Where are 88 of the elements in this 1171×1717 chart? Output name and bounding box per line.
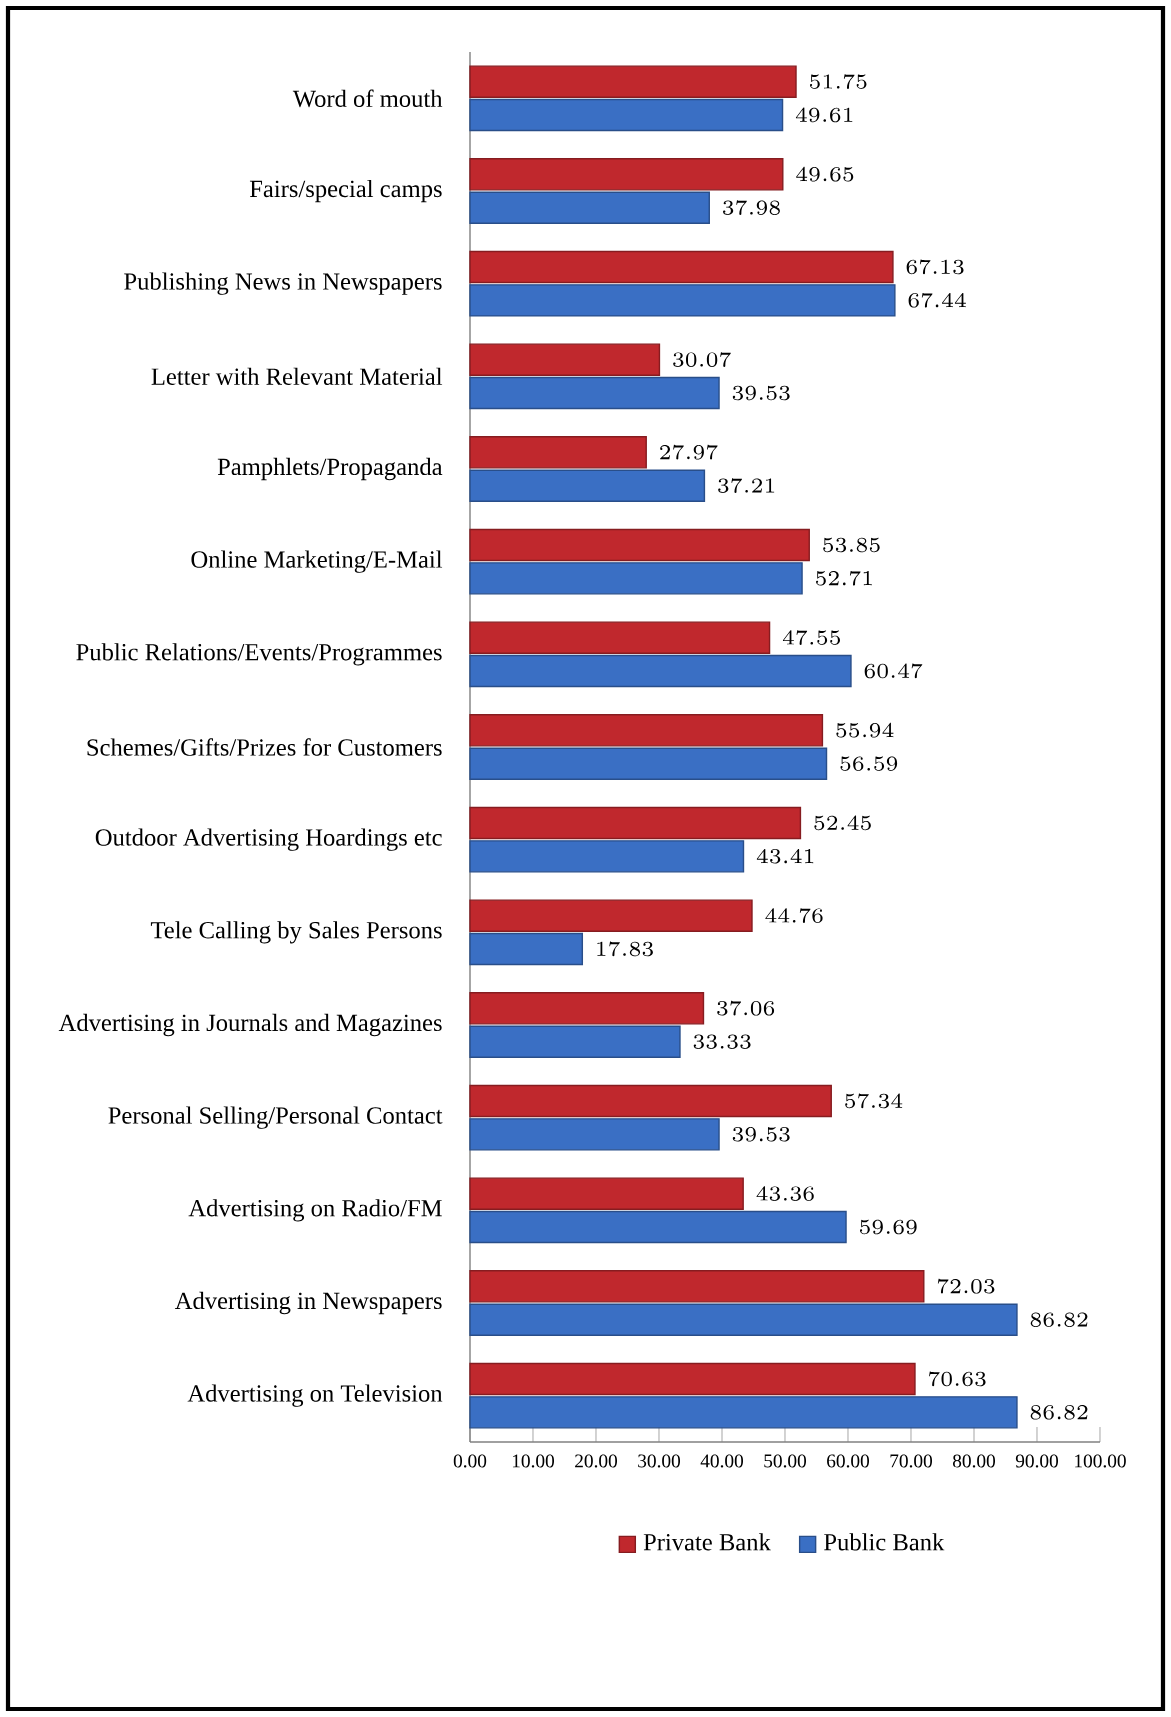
bar [469,562,803,595]
bar [469,1177,744,1210]
bar [469,840,745,873]
bar [469,191,710,224]
y-tick-label: Advertising in Newspapers [174,1291,442,1315]
data-label: 27. 97 [660,444,718,460]
bar [469,714,824,747]
data-label: 33 . 33 [693,1034,751,1049]
data-label: 59 . 69 [860,1219,917,1235]
bar [469,436,647,469]
bar [469,158,784,191]
data-label: 55 . 94 [836,722,894,738]
bar [469,376,720,410]
y-tick-label: Personal Selling/Personal Contact [108,1106,443,1129]
data-label: 49 . 61 [795,107,853,123]
y-tick-label: Online Marketing/E-Mail [191,550,443,573]
legend-label: Private Bank [643,1533,771,1551]
bar [469,343,661,376]
data-label: 39 . 53 [732,1127,790,1142]
data-label: 52 . 71 [816,570,872,586]
data-label: 86 . 82 [1030,1312,1088,1327]
bar [469,992,705,1025]
y-tick-label: Schemes/Gifts/Prizes for Customers [87,738,442,756]
data-label: 53 . 85 [823,537,880,553]
x-tick-label: 40.00 [700,1454,744,1468]
data-label: 70 . 63 [929,1371,986,1387]
data-label: 72 . 03 [937,1278,995,1294]
bar [469,469,706,502]
bar [469,1362,916,1396]
y-tick-label: Advertising in Journals and Magazines [58,1013,442,1037]
x-tick-label: 50.00 [764,1454,807,1468]
data-label: 47. 55 [782,630,840,645]
x-tick-label: 70.00 [890,1454,933,1468]
bar [469,1025,681,1058]
y-tick-label: Fairs/special camps [249,179,442,203]
bar [469,806,802,840]
data-label: 43 . 36 [756,1186,814,1201]
x-tick-label: 30.00 [638,1454,681,1468]
bar [469,284,896,317]
data-label: 67. 44 [908,292,966,308]
bar [469,654,852,688]
data-label: 49 . 65 [796,166,854,182]
x-tick-label: 0.00 [453,1454,487,1468]
y-tick-label: Outdoor Advertising Hoardings etc [95,828,442,851]
x-tick-label: 100.00 [1075,1454,1126,1468]
bar [469,1084,832,1118]
bar [469,98,784,132]
bar [469,65,797,98]
bar [469,1118,720,1151]
bar [469,747,828,780]
data-label: 17. 83 [597,941,653,957]
data-label: 39 . 53 [732,385,790,401]
data-label: 60 . 47 [864,663,923,679]
bar [469,250,894,284]
x-tick-label: 20.00 [575,1454,618,1468]
x-tick-label: 10.00 [512,1454,555,1468]
bar [469,1270,925,1303]
x-tick-label: 80.00 [952,1454,996,1468]
data-label: 57. 34 [845,1093,903,1109]
x-tick-label: 60.00 [827,1454,870,1468]
data-label: 51 . 75 [809,74,867,89]
x-tick-label: 90.00 [1015,1454,1059,1468]
y-tick-label: Letter with Relevant Material [151,367,443,385]
y-tick-label: Publishing News in Newspapers [124,272,442,295]
data-label: 52 . 45 [814,815,871,831]
data-label: 86 . 82 [1030,1405,1088,1420]
y-tick-label: Tele Calling by Sales Persons [150,921,442,944]
data-label: 37. 98 [723,200,780,215]
y-tick-label: Advertising on Radio/FM [188,1199,442,1222]
bar [469,932,584,966]
legend-label: Public Bank [824,1533,945,1551]
data-label: 37. 06 [717,1000,775,1016]
data-label: 67. 13 [906,259,964,275]
bar [469,1396,1018,1429]
bar [469,899,753,932]
data-label: 56 . 59 [840,756,898,771]
bar [469,1303,1018,1336]
data-label: 37. 21 [718,478,775,493]
data-label: 43 . 41 [756,848,814,864]
y-tick-label: Public Relations/Events/Programmes [76,643,442,666]
y-tick-label: Advertising on Television [187,1384,443,1407]
bar [469,621,771,654]
data-label: 30 . 07 [673,352,731,367]
data-label: 44 . 76 [765,908,823,923]
bar [469,1210,847,1244]
y-tick-label: Pamphlets/Propaganda [217,457,443,481]
bar [469,528,810,562]
y-tick-label: Word of mouth [292,89,443,108]
